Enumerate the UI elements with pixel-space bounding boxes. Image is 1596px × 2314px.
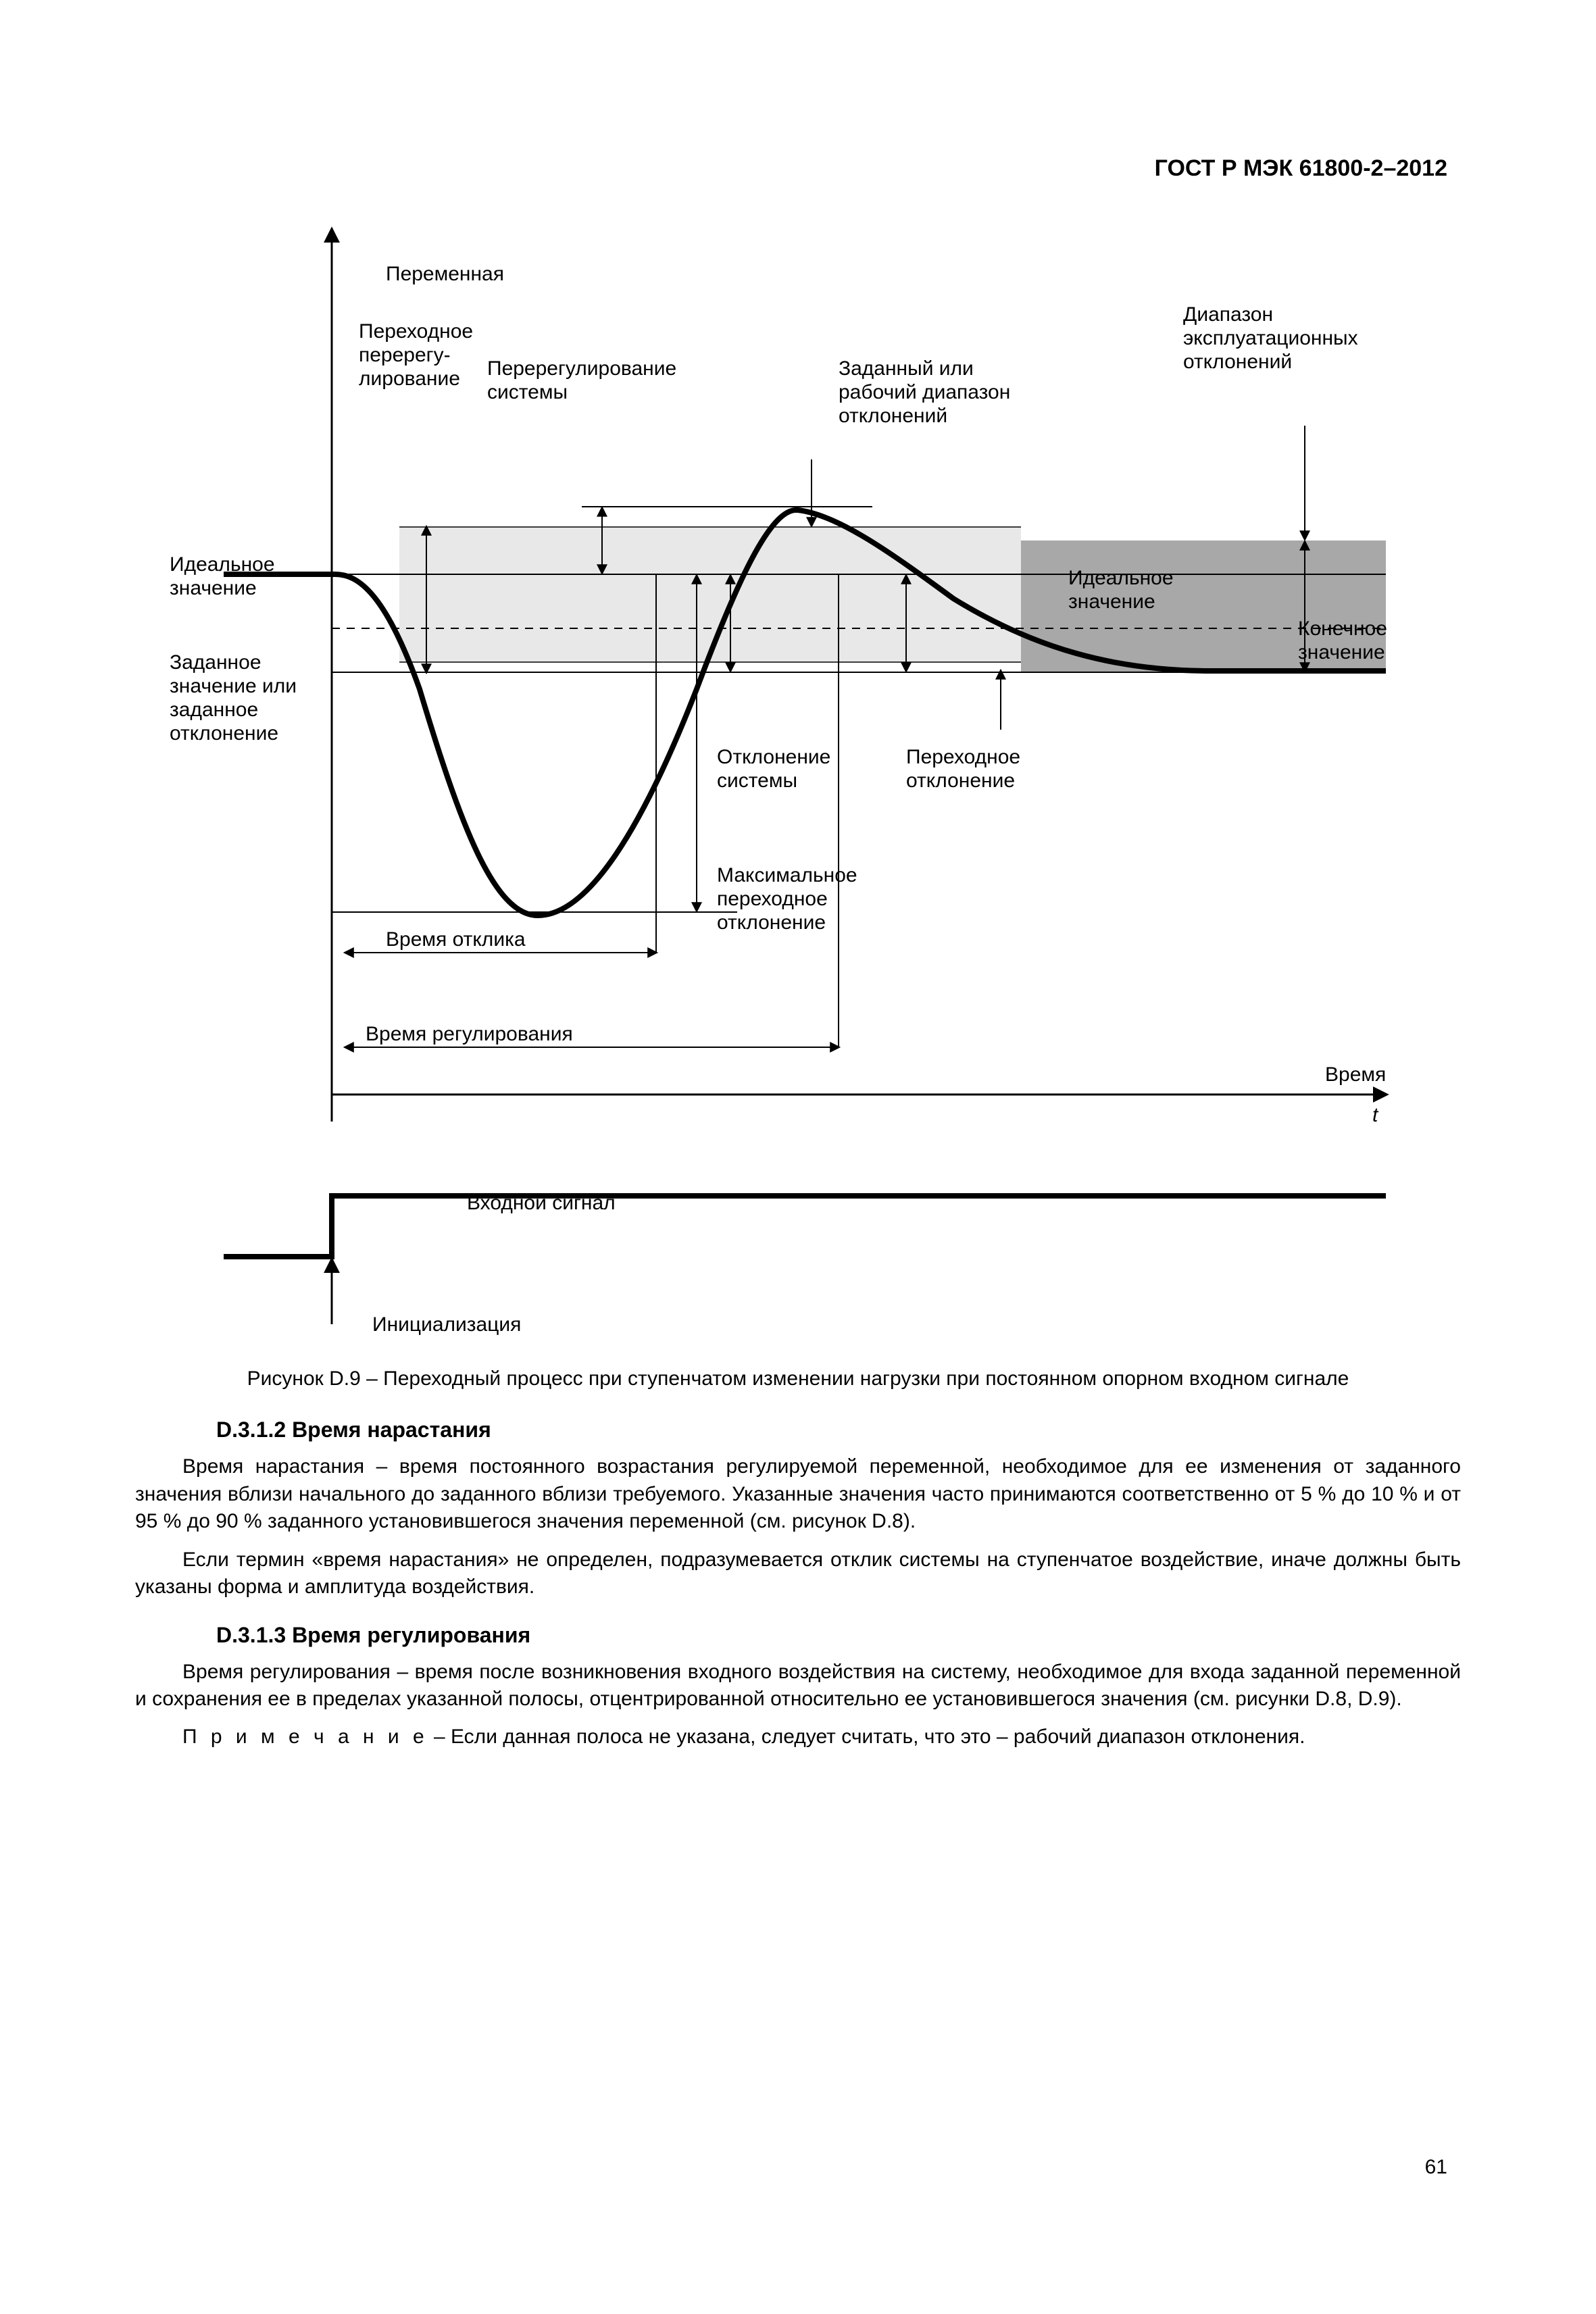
lbl-transoverreg1: Переходное (359, 320, 473, 343)
lbl-servdev1: Диапазон (1183, 303, 1273, 326)
lbl-transoverreg2: перерегу- (359, 344, 451, 366)
lbl-maxtrans2: переходное (717, 888, 828, 910)
lbl-resptime: Время отклика (386, 928, 526, 951)
lbl-init: Инициализация (372, 1313, 521, 1336)
page-number: 61 (1425, 2156, 1447, 2179)
lbl-transdev1: Переходное (906, 746, 1020, 768)
lbl-setpoint3: заданное (170, 699, 258, 721)
lbl-servdev3: отклонений (1183, 351, 1292, 373)
lbl-setpoint1: Заданное (170, 651, 261, 674)
lbl-sysoverreg2: системы (487, 381, 568, 403)
lbl-setwork3: отклонений (839, 405, 947, 427)
lbl-setwork2: рабочий диапазон (839, 381, 1010, 403)
lbl-ideal1: Идеальное (170, 553, 275, 576)
lbl-ideal1b: Идеальное (1068, 567, 1174, 589)
lbl-sysoverreg1: Перерегулирование (487, 357, 676, 380)
input-step (224, 1196, 1386, 1257)
lbl-ideal2: значение (170, 577, 257, 599)
lbl-sysdev2: системы (717, 770, 797, 792)
lbl-transoverreg3: лирование (359, 368, 460, 390)
lbl-setpoint2: значение или (170, 675, 297, 697)
lbl-servdev2: эксплуатационных (1183, 327, 1358, 349)
lbl-final1: Конечное (1298, 618, 1387, 640)
band-light (399, 527, 1021, 662)
para-d313-note: П р и м е ч а н и е – Если данная полоса… (135, 1726, 1461, 1749)
para-d312-2: Если термин «время нарастания» не опреде… (135, 1546, 1461, 1601)
lbl-settletime: Время регулирования (366, 1023, 573, 1045)
heading-d312: D.3.1.2 Время нарастания (216, 1417, 1461, 1442)
lbl-setwork1: Заданный или (839, 357, 974, 380)
lbl-setpoint4: отклонение (170, 722, 278, 745)
lbl-final2: значение (1298, 641, 1385, 663)
lbl-maxtrans3: отклонение (717, 911, 826, 934)
lbl-ideal2b: значение (1068, 590, 1155, 613)
page: ГОСТ Р МЭК 61800-2–2012 (0, 0, 1596, 2314)
lbl-time: Время (1325, 1063, 1386, 1086)
note-label: П р и м е ч а н и е (182, 1726, 428, 1748)
heading-d313: D.3.1.3 Время регулирования (216, 1623, 1461, 1648)
lbl-sysdev1: Отклонение (717, 746, 830, 768)
lbl-variable: Переменная (386, 263, 504, 285)
figure-d9: Переменная Переходное перерегу- лировани… (156, 203, 1440, 1351)
figure-svg: Переменная Переходное перерегу- лировани… (156, 203, 1440, 1351)
lbl-transdev2: отклонение (906, 770, 1015, 792)
doc-code-header: ГОСТ Р МЭК 61800-2–2012 (1155, 155, 1447, 182)
para-d312-1: Время нарастания – время постоянного воз… (135, 1453, 1461, 1536)
note-text: – Если данная полоса не указана, следует… (428, 1726, 1305, 1748)
figure-caption: Рисунок D.9 – Переходный процесс при сту… (190, 1367, 1406, 1390)
para-d313-1: Время регулирования – время после возник… (135, 1659, 1461, 1713)
lbl-time-sym: t (1372, 1104, 1379, 1126)
lbl-inputsig: Входной сигнал (467, 1192, 616, 1214)
lbl-maxtrans1: Максимальное (717, 864, 857, 886)
